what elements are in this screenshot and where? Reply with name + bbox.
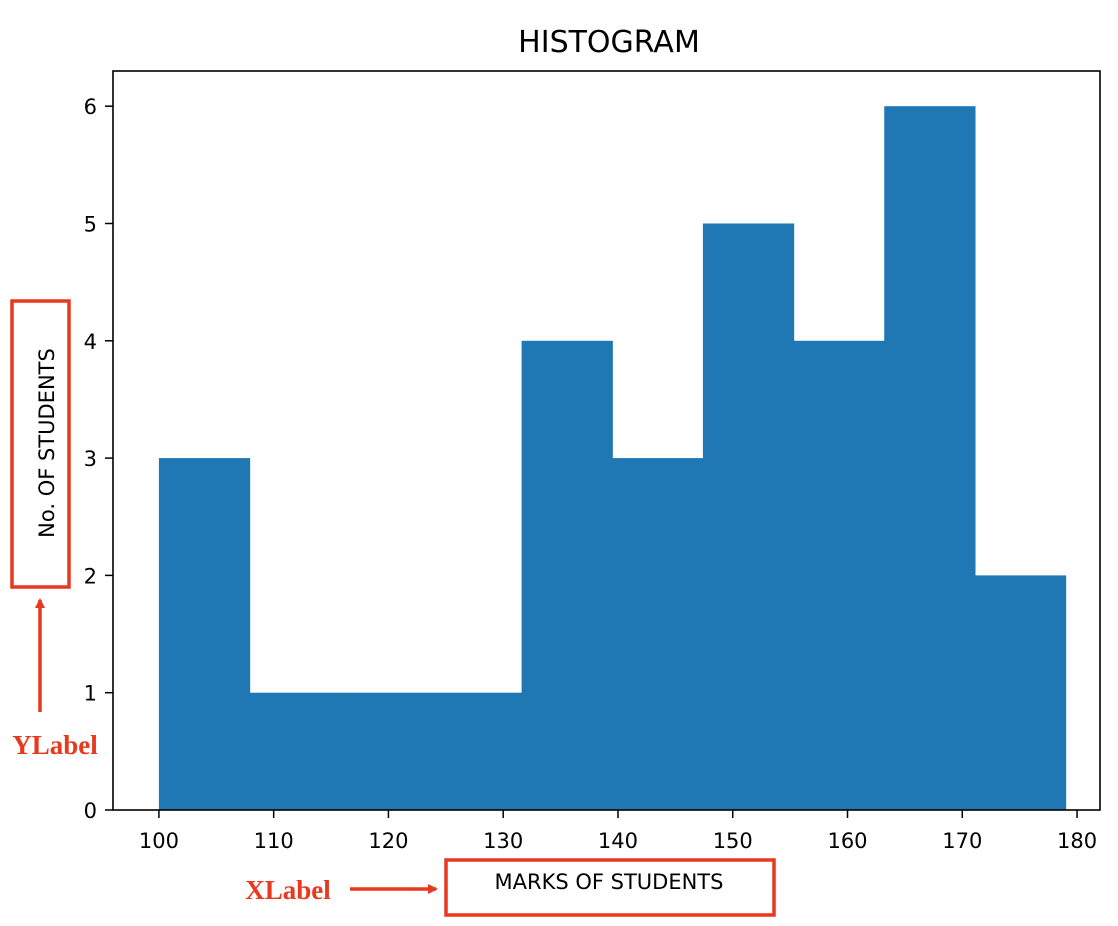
x-tick-label: 160 [827,829,867,853]
histogram-bar [521,340,613,810]
ylabel-highlight-box [10,299,71,589]
xlabel-highlight-box [444,858,776,917]
y-tick-label: 5 [84,212,97,236]
x-tick-label: 120 [368,829,408,853]
x-tick-label: 130 [483,829,523,853]
bars-group [158,106,1067,810]
chart-title: HISTOGRAM [518,25,700,60]
histogram-bar [974,575,1067,810]
x-axis-label: MARKS OF STUDENTS [495,870,724,894]
x-tick-label: 180 [1057,829,1097,853]
histogram-bar [793,340,885,810]
y-tick-label: 0 [84,799,97,823]
histogram-bar [340,692,432,810]
x-tick-label: 150 [713,829,753,853]
y-tick-label: 6 [84,95,97,119]
y-axis-ticks: 0 1 2 3 4 5 6 [84,95,113,823]
y-tick-label: 1 [84,682,97,706]
ylabel-annotation: YLabel [12,730,98,760]
histogram-bar [612,458,704,810]
histogram-bar [249,692,341,810]
x-tick-label: 140 [598,829,638,853]
x-tick-label: 100 [139,829,179,853]
histogram-bar [884,106,976,810]
x-tick-label: 170 [942,829,982,853]
x-tick-label: 110 [254,829,294,853]
y-axis-label: No. OF STUDENTS [35,348,59,538]
y-tick-label: 4 [84,330,97,354]
histogram-bar [158,458,251,810]
plot-frame [112,70,1101,811]
x-axis-ticks: 100 110 120 130 140 150 160 170 180 [139,810,1097,853]
histogram-bar [702,223,795,810]
histogram-bar [430,692,523,810]
y-tick-label: 2 [84,564,97,588]
xlabel-annotation: XLabel [245,875,331,905]
y-tick-label: 3 [84,447,97,471]
